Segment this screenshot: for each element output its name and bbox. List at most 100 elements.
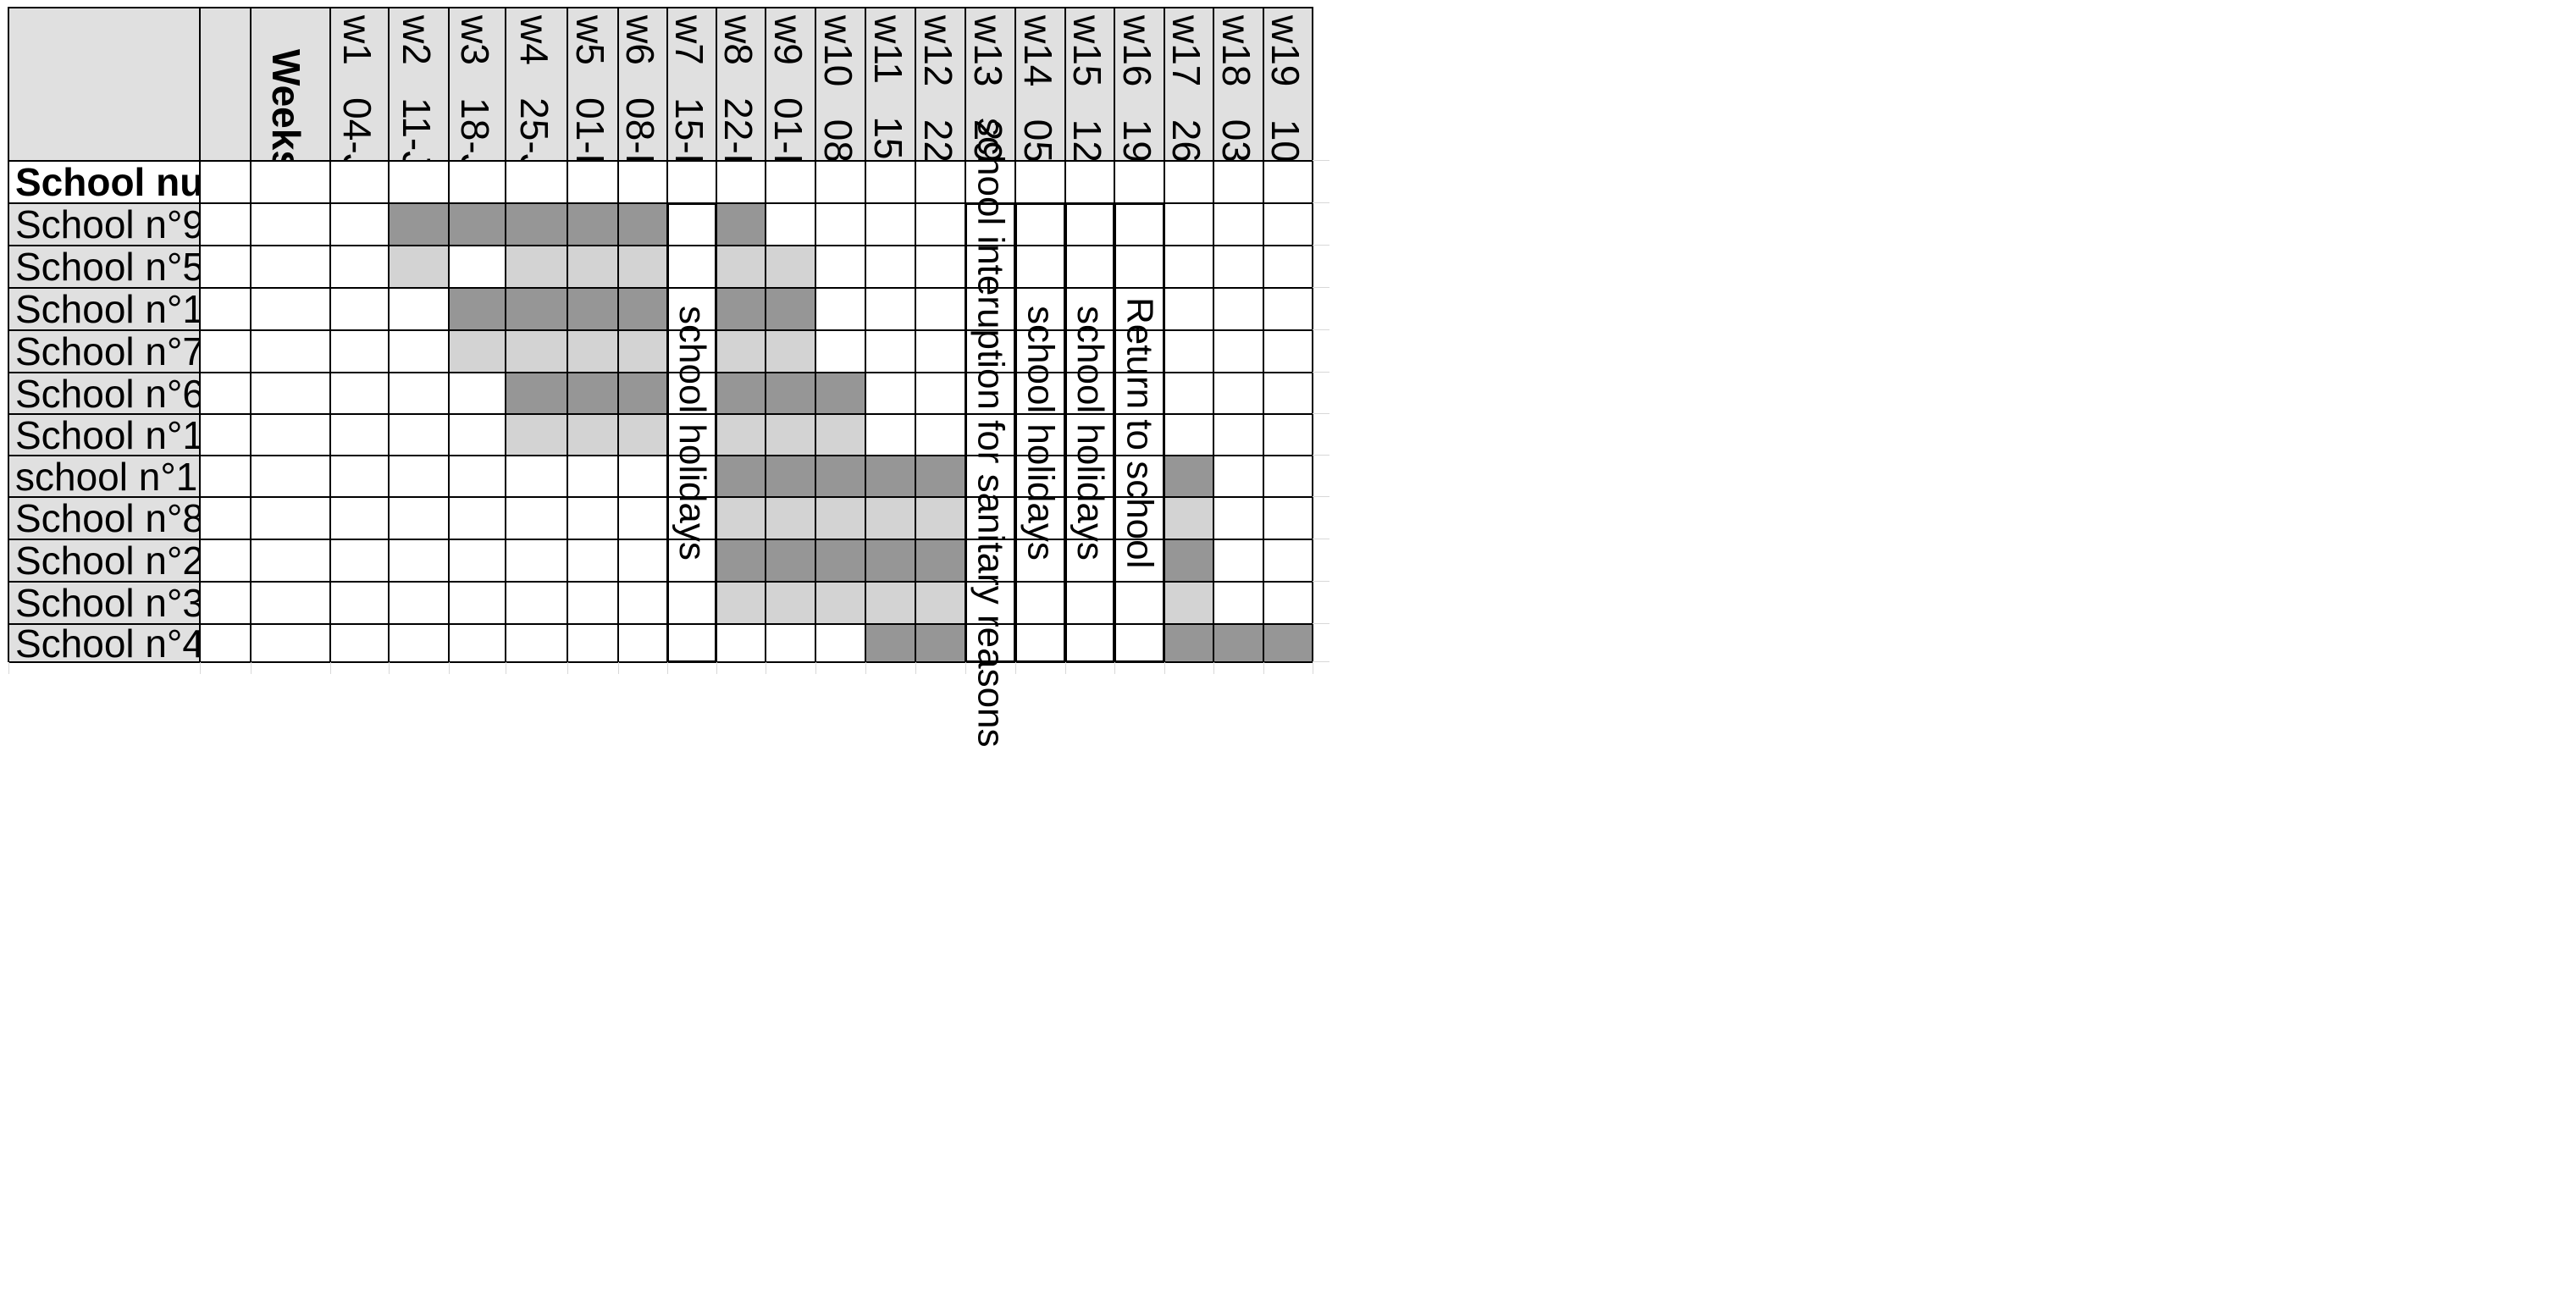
column-line [815, 7, 816, 662]
faint-row-line [1313, 160, 1329, 161]
schedule-cell [506, 624, 567, 662]
schedule-cell [200, 414, 251, 456]
schedule-cell [506, 373, 567, 414]
faint-row-line [1313, 581, 1329, 582]
row-line [8, 7, 1313, 8]
span-label: school holidays [672, 305, 713, 561]
school-name: school n°10 [15, 455, 219, 499]
schedule-cell [1213, 373, 1263, 414]
schedule-cell [1164, 288, 1213, 330]
schedule-cell [1213, 456, 1263, 497]
schedule-cell [389, 456, 449, 497]
row-line [8, 287, 1313, 289]
school-name: School n°11 [15, 287, 224, 331]
schedule-cell [449, 539, 506, 582]
schedule-cell [251, 203, 330, 246]
schedule-cell [330, 624, 389, 662]
schedule-cell [1263, 373, 1313, 414]
school-label-cell: School number [8, 161, 299, 203]
schedule-cell [1263, 288, 1313, 330]
schedule-cell [1263, 582, 1313, 624]
school-name: School n°5 [15, 245, 204, 289]
schedule-cell [766, 497, 815, 539]
schedule-cell [330, 288, 389, 330]
schedule-cell [618, 330, 667, 373]
schedule-cell [506, 288, 567, 330]
schedule-cell [251, 330, 330, 373]
schedule-cell [330, 414, 389, 456]
schedule-cell [200, 624, 251, 662]
schedule-cell [506, 497, 567, 539]
week-header-cell: w19 10-May [1263, 7, 1313, 249]
merged-span-cell: Return to school [1114, 203, 1164, 662]
schedule-cell [389, 539, 449, 582]
week-header-cell: w15 12-Apr [1065, 7, 1114, 236]
row-line [8, 160, 1313, 162]
column-line [965, 7, 966, 662]
week-number: w3 [452, 15, 497, 65]
faint-row-line [1313, 496, 1329, 497]
column-line [505, 7, 506, 662]
column-line [865, 7, 866, 662]
schedule-cell [716, 539, 766, 582]
week-header-cell: w2 11-Jan [389, 7, 449, 213]
row-line [8, 581, 1313, 583]
schedule-cell [251, 497, 330, 539]
schedule-cell [1263, 539, 1313, 582]
schedule-cell [449, 497, 506, 539]
schedule-cell [865, 373, 915, 414]
schedule-cell [915, 582, 965, 624]
faint-column-line [567, 662, 568, 674]
schedule-cell [865, 539, 915, 582]
faint-column-line [915, 662, 916, 674]
schedule-cell [330, 373, 389, 414]
schedule-cell [449, 288, 506, 330]
week-header-cell: w8 22-Feb [716, 7, 766, 221]
schedule-cell [865, 246, 915, 288]
week-header-cell: w16 19-Apr [1114, 7, 1164, 236]
faint-row-line [1313, 413, 1329, 414]
schedule-cell [815, 161, 865, 203]
schedule-cell [200, 288, 251, 330]
column-line [617, 7, 619, 662]
schedule-cell [618, 539, 667, 582]
schedule-cell [915, 373, 965, 414]
span-label: Return to school [1119, 296, 1161, 569]
schedule-cell [865, 203, 915, 246]
row-line [8, 496, 1313, 498]
schedule-cell [618, 373, 667, 414]
schedule-cell [618, 288, 667, 330]
schedule-cell [1263, 246, 1313, 288]
schedule-cell [200, 373, 251, 414]
schedule-cell [716, 624, 766, 662]
schedule-cell [865, 624, 915, 662]
row-line [8, 372, 1313, 373]
schedule-cell [251, 246, 330, 288]
schedule-cell [766, 161, 815, 203]
merged-span-cell: school holidays [1065, 203, 1114, 662]
week-number: w18 [1213, 15, 1258, 87]
schedule-cell [716, 582, 766, 624]
schedule-cell [1263, 497, 1313, 539]
column-line [1114, 7, 1115, 662]
schedule-cell [567, 330, 618, 373]
schedule-cell [389, 624, 449, 662]
schedule-cell [766, 330, 815, 373]
schedule-cell [915, 288, 965, 330]
schedule-cell [200, 497, 251, 539]
weeks-header-label: Weeks [264, 49, 308, 172]
schedule-cell [389, 203, 449, 246]
schedule-cell [815, 539, 865, 582]
schedule-cell [1164, 624, 1213, 662]
schedule-cell [1164, 373, 1213, 414]
schedule-cell [865, 288, 915, 330]
weeks-header-cell: Weeks [251, 7, 330, 172]
schedule-cell [915, 414, 965, 456]
week-header-cell: w9 01-Mar [766, 7, 815, 221]
schedule-cell [716, 456, 766, 497]
schedule-cell [1065, 161, 1114, 203]
schedule-cell [330, 203, 389, 246]
schedule-cell [330, 456, 389, 497]
school-label-cell: School n°6 [8, 373, 204, 414]
schedule-cell [915, 539, 965, 582]
